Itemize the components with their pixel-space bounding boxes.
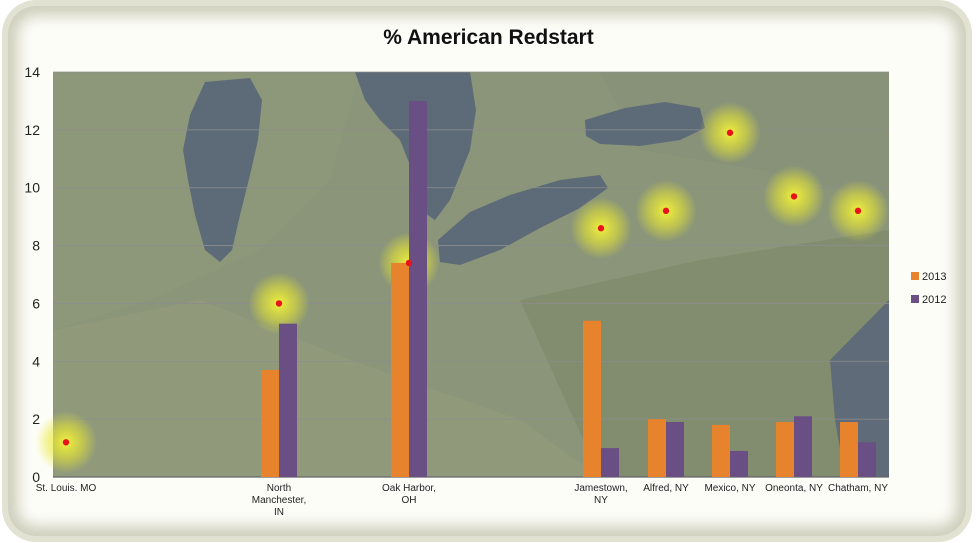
bar-2012 [858,442,876,477]
location-marker [662,207,670,215]
x-category-label: North [267,483,291,494]
bar-2012 [409,100,427,477]
bar-2012 [279,323,297,477]
y-tick-label: 12 [24,122,40,138]
bar-2013 [840,422,858,477]
x-category-label: Alfred, NY [643,483,689,494]
y-tick-label: 8 [32,238,40,254]
map-background [53,72,889,477]
bar-2012 [666,422,684,477]
x-category-label: Chatham, NY [828,483,888,494]
location-marker [275,300,283,307]
bar-2013 [391,262,409,477]
x-category-label: Manchester, [252,495,306,506]
legend: 2013 2012 [911,271,946,306]
y-tick-label: 10 [24,180,40,196]
location-marker [597,225,605,232]
bar-2013 [261,369,279,477]
legend-swatch-2013 [911,272,919,280]
location-marker [790,193,798,200]
lake-ontario [585,102,705,146]
bar-2013 [776,422,794,477]
bar-2013 [712,424,730,477]
x-category-label: Mexico, NY [704,483,755,494]
legend-label-2012: 2012 [922,294,946,306]
lake-michigan [183,78,262,262]
x-category-label: NY [594,495,608,506]
bar-2013 [583,320,601,477]
bars [261,100,876,477]
lake-erie [438,175,608,265]
location-markers [62,129,862,446]
legend-swatch-2012 [911,295,919,303]
chart-title: % American Redstart [383,26,594,49]
location-marker [726,129,734,136]
y-tick-label: 6 [32,295,40,311]
x-category-label: Oneonta, NY [765,483,823,494]
y-tick-label: 14 [24,64,40,80]
location-marker [854,207,862,215]
bar-2012 [601,448,619,477]
x-category-label: Jamestown, [574,483,627,494]
x-category-label: St. Louis. MO [36,483,97,494]
y-axis: 0 2 4 6 8 10 12 14 [24,64,40,485]
y-tick-label: 4 [32,353,40,369]
x-category-label: IN [274,507,284,518]
legend-label-2013: 2013 [922,271,946,283]
x-category-label: Oak Harbor, [382,483,436,494]
bar-2013 [648,419,666,477]
location-marker [405,259,413,267]
y-tick-label: 2 [32,411,40,427]
bar-2012 [794,416,812,477]
y-tick-label: 0 [32,469,40,485]
bar-2012 [730,450,748,477]
location-marker [62,439,70,446]
x-category-label: OH [402,495,417,506]
